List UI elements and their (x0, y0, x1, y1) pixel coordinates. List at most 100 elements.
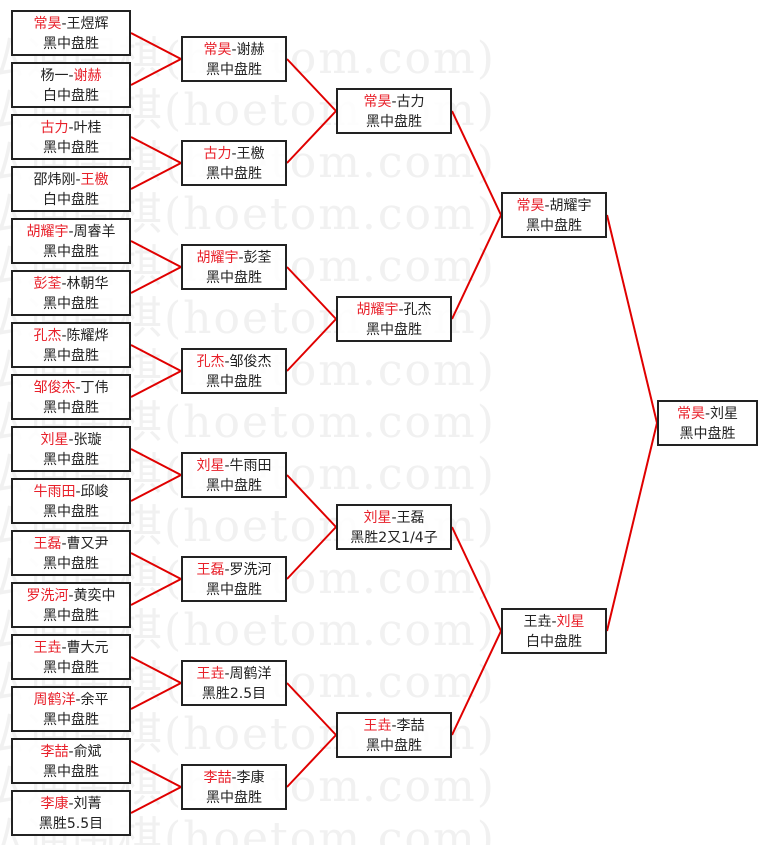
winner-name: 古力 (40, 120, 69, 136)
player-name: 李康 (236, 770, 265, 786)
bracket-connector (130, 552, 182, 580)
final-match-box: 常昊-刘星 黑中盘胜 (657, 400, 758, 446)
match-players: 李喆-俞斌 (13, 742, 129, 762)
match-box: 王垚-李喆 黑中盘胜 (336, 712, 452, 758)
player-name: 余平 (80, 692, 109, 708)
match-result: 黑中盘胜 (43, 400, 99, 416)
match-result: 黑中盘胜 (206, 166, 262, 182)
match-result: 黑中盘胜 (43, 244, 99, 260)
winner-name: 胡耀宇 (356, 302, 399, 318)
separator: - (61, 328, 67, 344)
separator: - (398, 302, 404, 318)
winner-name: 彭荃 (33, 276, 62, 292)
match-players: 胡耀宇-彭荃 (183, 248, 285, 268)
match-result: 黑中盘胜 (43, 36, 99, 52)
bracket-connector (286, 526, 337, 580)
bracket-connector (130, 578, 182, 606)
match-result: 黑中盘胜 (43, 348, 99, 364)
player-name: 丁伟 (80, 380, 109, 396)
match-box: 胡耀宇-彭荃黑中盘胜 (181, 244, 287, 290)
separator: - (75, 380, 81, 396)
winner-name: 牛雨田 (33, 484, 76, 500)
player-name: 周鹤洋 (229, 666, 272, 682)
match-box: 胡耀宇-孔杰 黑中盘胜 (336, 296, 452, 342)
bracket-connector (606, 214, 658, 424)
match-result: 白中盘胜 (526, 634, 582, 650)
separator: - (68, 588, 74, 604)
match-box: 杨一-谢赫 白中盘胜 (11, 62, 131, 108)
winner-name: 王垚 (196, 666, 225, 682)
separator: - (224, 666, 230, 682)
match-result: 黑中盘胜 (43, 712, 99, 728)
player-name: 周睿羊 (73, 224, 116, 240)
bracket-connector (130, 682, 182, 710)
match-box: 周鹤洋-余平 黑中盘胜 (11, 686, 131, 732)
match-players: 刘星-王磊 (338, 508, 450, 528)
match-result: 黑胜5.5目 (38, 816, 104, 832)
bracket-connector (606, 422, 658, 632)
winner-name: 罗洗河 (26, 588, 69, 604)
match-box: 刘星-牛雨田 黑中盘胜 (181, 452, 287, 498)
separator: - (61, 640, 67, 656)
match-box: 牛雨田-邱峻 黑中盘胜 (11, 478, 131, 524)
match-players: 孔杰-陈耀烨 (13, 326, 129, 346)
winner-name: 谢赫 (73, 68, 102, 84)
separator: - (544, 198, 550, 214)
match-result: 黑胜2又1/4子 (350, 530, 438, 546)
match-box: 王磊-曹又尹 黑中盘胜 (11, 530, 131, 576)
bracket-connector (130, 344, 182, 372)
separator: - (224, 354, 230, 370)
player-name: 王煜辉 (66, 16, 109, 32)
winner-name: 刘星 (556, 614, 585, 630)
match-box: 王垚-刘星 白中盘胜 (501, 608, 607, 654)
player-name: 叶桂 (73, 120, 102, 136)
bracket-connector (130, 656, 182, 684)
match-result: 黑中盘胜 (206, 62, 262, 78)
match-box: 邵炜刚-王檄 白中盘胜 (11, 166, 131, 212)
winner-name: 孔杰 (33, 328, 62, 344)
bracket-connector (130, 448, 182, 476)
separator: - (75, 484, 81, 500)
player-name: 邵炜刚 (33, 172, 76, 188)
match-players: 古力-叶桂 (13, 118, 129, 138)
separator: - (231, 770, 237, 786)
bracket-connector (451, 630, 502, 736)
match-result: 黑胜2.5目 (201, 686, 267, 702)
player-name: 张璇 (73, 432, 102, 448)
match-result: 黑中盘胜 (206, 270, 262, 286)
match-box: 王垚-周鹤洋黑胜2.5目 (181, 660, 287, 706)
winner-name: 王磊 (196, 562, 225, 578)
separator: - (391, 718, 397, 734)
winner-name: 王磊 (33, 536, 62, 552)
bracket-connector (286, 318, 337, 372)
bracket-connector (130, 786, 182, 814)
separator: - (391, 510, 397, 526)
winner-name: 刘星 (40, 432, 69, 448)
match-players: 王磊-曹又尹 (13, 534, 129, 554)
separator: - (61, 536, 67, 552)
match-players: 杨一-谢赫 (13, 66, 129, 86)
separator: - (391, 94, 397, 110)
separator: - (68, 224, 74, 240)
winner-name: 胡耀宇 (196, 250, 239, 266)
match-result: 黑中盘胜 (206, 790, 262, 806)
bracket-connector (130, 370, 182, 398)
match-box: 常昊-古力 黑中盘胜 (336, 88, 452, 134)
player-name: 罗洗河 (229, 562, 272, 578)
match-players: 刘星-牛雨田 (183, 456, 285, 476)
player-name: 杨一 (40, 68, 69, 84)
winner-name: 王垚 (33, 640, 62, 656)
match-box: 邹俊杰-丁伟 黑中盘胜 (11, 374, 131, 420)
match-box: 孔杰-陈耀烨黑中盘胜 (11, 322, 131, 368)
winner-name: 刘星 (363, 510, 392, 526)
bracket-connector (286, 58, 337, 112)
match-box: 王垚-曹大元 黑中盘胜 (11, 634, 131, 680)
match-result: 黑中盘胜 (43, 660, 99, 676)
match-box: 彭荃-林朝华 黑中盘胜 (11, 270, 131, 316)
player-name: 邱峻 (80, 484, 109, 500)
player-name: 李喆 (396, 718, 425, 734)
player-name: 刘菁 (73, 796, 102, 812)
player-name: 林朝华 (66, 276, 109, 292)
winner-name: 常昊 (516, 198, 545, 214)
player-name: 胡耀宇 (549, 198, 592, 214)
